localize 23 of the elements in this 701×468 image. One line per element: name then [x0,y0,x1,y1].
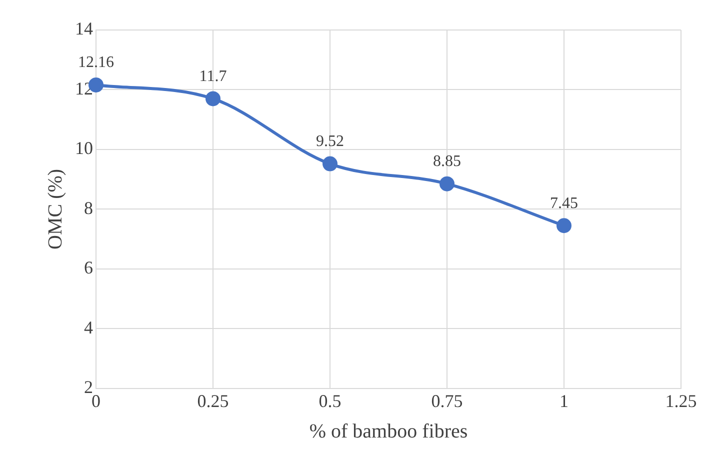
y-tick-label: 14 [75,18,93,39]
x-tick-label: 0.25 [197,390,229,411]
point [440,176,454,192]
y-tick-label: 10 [75,138,93,158]
x-tick-label: 1 [560,390,568,411]
y-tick-label: 2 [84,377,93,398]
data-label: 7.45 [550,194,578,212]
point [206,91,220,106]
x-axis-title: % of bamboo fibres [309,420,468,442]
y-tick-label: 4 [84,317,93,338]
y-axis-title: OMC (%) [44,168,66,250]
data-label: 8.85 [433,153,461,170]
x-tick-label: 0.5 [318,390,342,411]
x-tick-label: 0.75 [431,390,463,411]
data-label: 11.7 [199,68,227,85]
y-tick-label: 6 [84,258,93,278]
point [556,218,572,234]
x-tick-label: 0 [92,390,100,411]
y-tick-label: 8 [84,198,93,218]
data-label: 9.52 [316,133,344,150]
x-tick-label: 1.25 [665,390,697,411]
point [322,156,338,172]
data-label: 12.16 [78,54,114,72]
